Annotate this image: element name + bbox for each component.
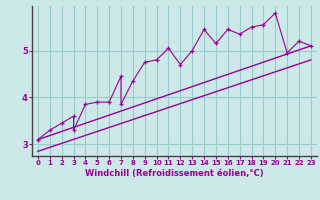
X-axis label: Windchill (Refroidissement éolien,°C): Windchill (Refroidissement éolien,°C) [85,169,264,178]
